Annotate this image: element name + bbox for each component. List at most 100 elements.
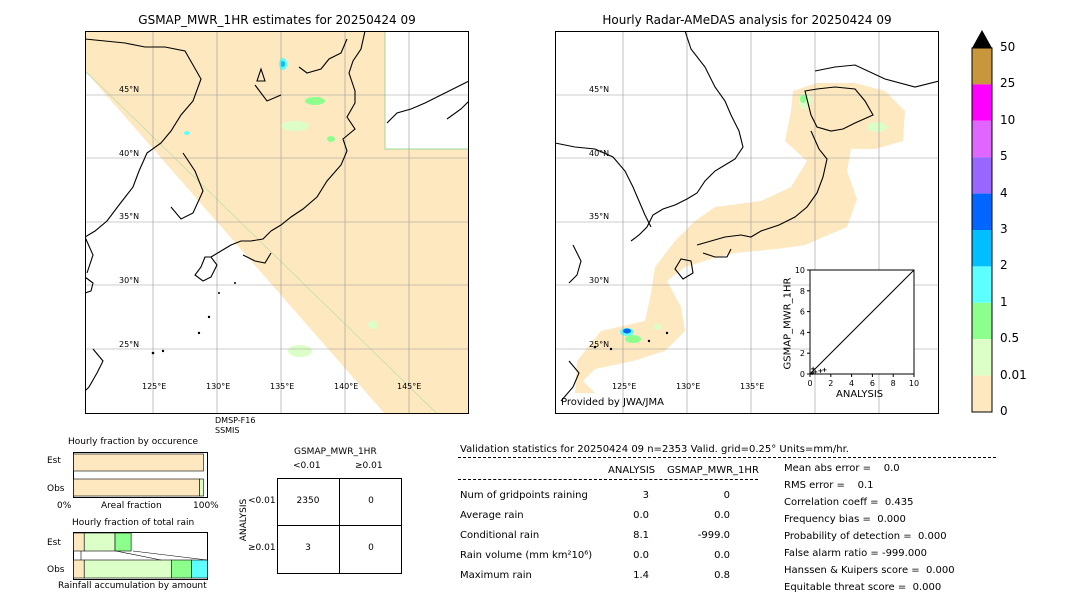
validation-row-analysis: 3 [642,490,649,501]
colorbar-tick-label: 1 [1000,294,1008,309]
scatter-point [813,369,818,374]
occurrence-axis-left: 0% [57,501,72,511]
left-map-swath-left [85,71,437,414]
sensor-name: DMSP-F16 [215,416,256,425]
scatter-point [818,368,823,373]
total-rain-axis-label: Rainfall accumulation by amount [58,581,207,591]
colorbar-segment [972,339,992,376]
scatter-xlabel: ANALYSIS [836,389,884,400]
fraction-bar-segment [191,559,208,579]
fraction-bar-segment [114,532,132,552]
fraction-bar-segment [73,478,200,497]
scatter-point [811,366,816,371]
contingency-col2: ≥0.01 [355,461,383,471]
left-lat-40: 40°N [119,149,140,158]
right-lon-125: 125°E [612,382,637,391]
right-map-coverage [575,83,905,393]
left-lon-140: 140°E [334,382,359,391]
contingency-col1: <0.01 [293,461,321,471]
validation-row-gsmap: 0 [723,490,730,501]
scatter-ytick-label: 0 [800,370,805,379]
scatter-ytick-label: 10 [795,266,805,275]
validation-row-label: Average rain [460,510,524,521]
validation-score: False alarm ratio = -999.000 [784,548,927,559]
right-lat-30: 30°N [589,276,610,285]
left-map-coastlines [85,31,469,392]
validation-header: Validation statistics for 20250424 09 n=… [460,444,849,455]
fraction-bar-segment [171,559,192,579]
left-lon-130: 130°E [206,382,231,391]
left-map-title: GSMAP_MWR_1HR estimates for 20250424 09 [138,13,416,27]
left-lat-45: 45°N [119,85,140,94]
right-map-coastlines [555,31,939,402]
validation-row-label: Maximum rain [460,570,532,581]
scatter-xtick-label: 8 [891,379,896,388]
validation-score: Probability of detection = 0.000 [784,531,947,542]
scatter-point [810,370,815,375]
left-lat-30: 30°N [119,276,140,285]
right-lon-135: 135°E [740,382,765,391]
scatter-inset: 00 2 2 4 4 6 6 8 8 10 10 [795,266,919,388]
left-lat-35: 35°N [119,212,140,221]
colorbar-tick-label: 0.01 [1000,367,1027,382]
total-obs-label: Obs [47,565,65,575]
fraction-bar-segment [73,559,85,579]
sensor-instrument: SSMIS [215,426,240,435]
occurrence-bars [73,452,208,498]
validation-row-analysis: 8.1 [633,530,649,541]
validation-row-gsmap: -999.0 [697,530,730,541]
left-lon-135: 135°E [270,382,295,391]
colorbar-tick-label: 2 [1000,258,1008,273]
validation-score: Hanssen & Kuipers score = 0.000 [784,565,955,576]
scatter-xtick-label: 6 [870,379,875,388]
colorbar-tick-label: 10 [1000,112,1016,127]
validation-col-divider [458,479,758,480]
validation-col-analysis: ANALYSIS [608,465,656,476]
validation-col-gsmap: GSMAP_MWR_1HR [667,465,759,476]
colorbar-tick-label: 25 [1000,76,1016,91]
scatter-xtick-label: 4 [849,379,854,388]
right-lat-35: 35°N [589,212,610,221]
validation-score: Mean abs error = 0.0 [784,463,900,474]
colorbar-segment [972,84,992,121]
colorbar-extend-arrow [972,30,992,48]
occurrence-est-label: Est [47,456,61,466]
scatter-ytick-label: 2 [800,349,805,358]
scatter-xtick-label: 0 [807,379,812,388]
validation-row-analysis: 0.0 [633,550,649,561]
colorbar-tick-label: 3 [1000,222,1008,236]
fraction-bar-segment [83,559,172,579]
fraction-connector [80,550,208,561]
occurrence-title: Hourly fraction by occurence [68,437,199,447]
left-map [85,31,469,414]
colorbar-tick-label: 0 [1000,404,1008,418]
total-rain-bars [73,532,208,580]
contingency-cell-11: 2350 [296,496,320,506]
right-map-title: Hourly Radar-AMeDAS analysis for 2025042… [602,13,892,27]
colorbar-tick-label: 5 [1000,149,1008,164]
fraction-bar-segment [73,532,85,552]
right-lat-25: 25°N [589,340,610,349]
validation-score: RMS error = 0.1 [784,480,874,491]
validation-score: Frequency bias = 0.000 [784,514,906,525]
scatter-point [822,367,827,372]
scatter-ytick-label: 6 [800,308,805,317]
scatter-xtick-label: 10 [909,379,919,388]
scatter-ylabel: GSMAP_MWR_1HR [782,277,794,370]
validation-row-label: Rain volume (mm km²10⁶) [460,550,593,561]
colorbar-segment [972,193,992,230]
colorbar-segment [972,375,992,412]
contingency-cell-21: 3 [305,543,311,553]
validation-score: Correlation coeff = 0.435 [784,497,914,508]
contingency-cell-22: 0 [368,543,374,553]
occurrence-axis-mid: Areal fraction [101,501,162,511]
fraction-bar-segment [83,532,116,552]
total-est-label: Est [47,538,61,548]
validation-row-label: Conditional rain [460,530,540,541]
colorbar-segment [972,120,992,158]
colorbar-segment [972,157,992,194]
left-lon-125: 125°E [142,382,167,391]
left-lat-25: 25°N [119,340,140,349]
occurrence-axis-right: 100% [193,501,219,511]
occurrence-obs-label: Obs [47,484,65,494]
